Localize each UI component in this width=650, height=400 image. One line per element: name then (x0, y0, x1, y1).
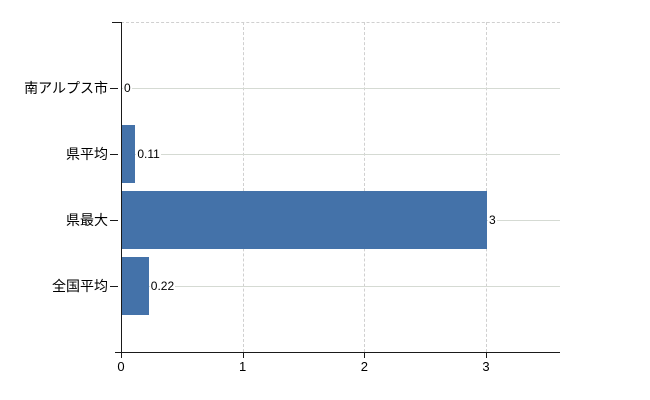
category-label: 県平均 (66, 146, 108, 162)
x-tick-label: 1 (239, 359, 247, 374)
x-tick-label: 2 (360, 359, 368, 374)
y-axis-tick (110, 88, 118, 89)
y-axis-tick (110, 286, 118, 287)
x-axis-tick (364, 353, 366, 358)
x-gridline (242, 22, 244, 352)
x-gridline (364, 22, 366, 352)
x-axis-line (115, 352, 560, 353)
y-axis-top-tick (112, 22, 121, 23)
bar-value-label: 0 (123, 80, 132, 96)
bar (122, 257, 149, 315)
category-gridline (122, 88, 560, 89)
x-axis-tick (121, 353, 122, 358)
bar-value-label: 0.11 (136, 146, 161, 162)
category-gridline (122, 286, 560, 287)
x-tick-label: 0 (117, 359, 125, 374)
x-gridline (486, 22, 487, 352)
plot-top-border (121, 22, 560, 23)
category-label: 南アルプス市 (24, 80, 108, 96)
bar-value-label: 0.22 (149, 278, 176, 294)
y-axis-line (121, 22, 122, 352)
category-label: 全国平均 (52, 278, 108, 294)
x-axis-tick (486, 353, 487, 358)
bar (122, 191, 487, 249)
bar-value-label: 3 (488, 212, 497, 228)
x-axis-tick (242, 353, 244, 358)
y-axis-tick (110, 220, 118, 221)
category-label: 県最大 (66, 212, 108, 228)
y-axis-tick (110, 154, 118, 155)
category-gridline (122, 154, 560, 155)
x-tick-label: 3 (482, 359, 490, 374)
bar (122, 125, 135, 183)
